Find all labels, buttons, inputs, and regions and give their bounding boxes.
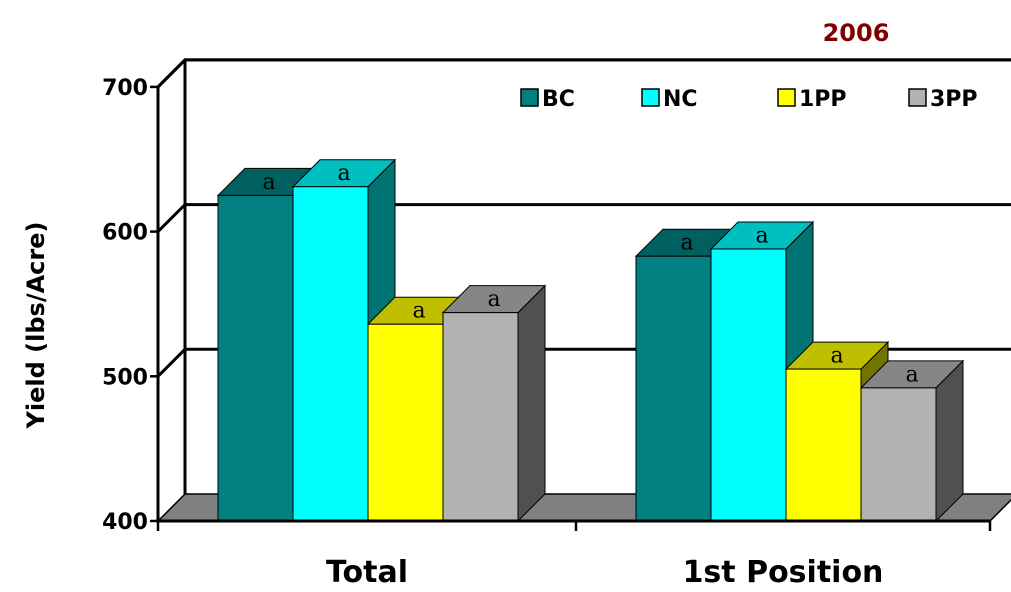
bars: a a a a a a a a	[216, 158, 965, 523]
legend-label: 3PP	[930, 87, 978, 112]
legend-item: 3PP	[908, 87, 978, 112]
legend-swatch	[641, 88, 660, 107]
x-axis: Total 1st Position	[156, 519, 992, 590]
x-category-label: 1st Position	[683, 555, 884, 590]
bar-data-label: a	[680, 231, 693, 256]
gridline	[156, 58, 1011, 88]
bar-data-label: a	[337, 161, 350, 186]
bar-front	[860, 387, 937, 522]
bar-data-label: a	[905, 362, 918, 387]
bar-data-label: a	[262, 170, 275, 195]
x-category-label: Total	[326, 555, 408, 590]
bar-data-label: a	[755, 223, 768, 248]
bar-side	[517, 284, 546, 523]
legend-label: 1PP	[799, 87, 847, 112]
y-tick-label: 700	[102, 76, 148, 101]
bar: a	[859, 359, 965, 523]
y-tick-label: 500	[102, 365, 148, 390]
bar-front	[785, 368, 862, 522]
y-axis-ticks: 400 500 600 700	[102, 76, 160, 535]
bar-front	[367, 323, 444, 522]
legend-swatch	[777, 88, 796, 107]
bar-data-label: a	[830, 344, 843, 369]
bar-data-label: a	[487, 287, 500, 312]
bar-data-label: a	[412, 299, 425, 324]
chart-title: 2006	[823, 19, 890, 47]
bar-front	[710, 248, 787, 522]
legend-item: BC	[520, 87, 575, 112]
legend: BC NC 1PP 3PP	[520, 87, 978, 112]
bar-front	[635, 255, 712, 522]
bar-front	[442, 312, 519, 522]
legend-swatch	[520, 88, 539, 107]
bar-front	[217, 194, 294, 522]
legend-item: 1PP	[777, 87, 847, 112]
bar-side	[935, 359, 964, 523]
legend-swatch	[908, 88, 927, 107]
legend-label: BC	[542, 87, 575, 112]
legend-label: NC	[663, 87, 698, 112]
legend-item: NC	[641, 87, 698, 112]
y-tick-label: 600	[102, 221, 148, 246]
y-axis-label: Yield (lbs/Acre)	[22, 222, 50, 430]
bar: a	[441, 284, 547, 523]
gridline	[156, 203, 1011, 233]
bar-front	[292, 186, 369, 522]
y-tick-label: 400	[102, 510, 148, 535]
